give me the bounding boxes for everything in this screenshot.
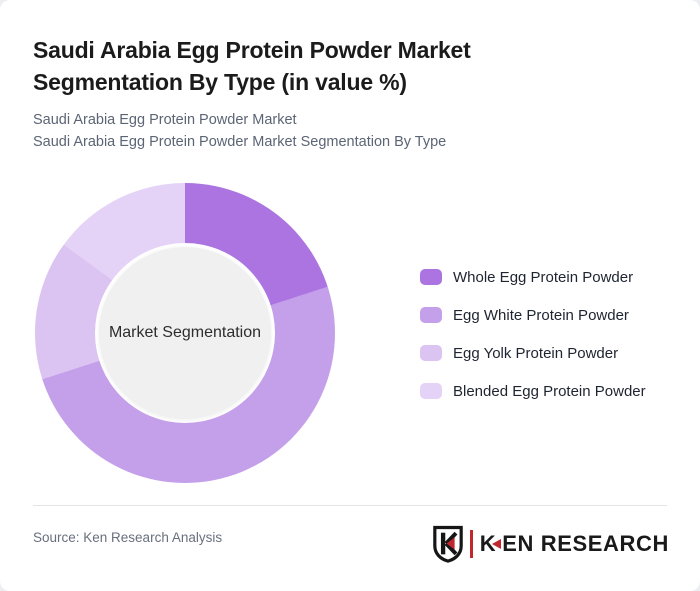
- legend-swatch-icon: [420, 269, 442, 285]
- logo-text-rest: EN RESEARCH: [502, 531, 669, 556]
- footer-divider: [33, 505, 667, 506]
- legend-label: Egg White Protein Powder: [453, 306, 629, 324]
- chart-subtitle-2: Saudi Arabia Egg Protein Powder Market S…: [33, 134, 447, 150]
- legend-swatch-icon: [420, 307, 442, 323]
- source-text: Source: Ken Research Analysis: [33, 530, 223, 545]
- logo-letter-k: K: [479, 531, 497, 556]
- logo-divider-bar: [470, 530, 473, 558]
- legend-item: Whole Egg Protein Powder: [420, 268, 646, 286]
- logo-red-triangle-icon: [492, 539, 502, 549]
- legend-label: Blended Egg Protein Powder: [453, 382, 646, 400]
- chart-subtitle-1: Saudi Arabia Egg Protein Powder Market: [33, 112, 297, 128]
- donut-center: Market Segmentation: [99, 247, 271, 419]
- legend-swatch-icon: [420, 345, 442, 361]
- legend-item: Blended Egg Protein Powder: [420, 382, 646, 400]
- page-title-line-2: Segmentation By Type (in value %): [33, 69, 407, 95]
- shield-k-icon: [433, 525, 464, 563]
- legend-swatch-icon: [420, 383, 442, 399]
- legend-item: Egg Yolk Protein Powder: [420, 344, 646, 362]
- chart-subtitles: Saudi Arabia Egg Protein Powder Market S…: [33, 109, 446, 153]
- ken-research-logo: K EN RESEARCH: [432, 525, 669, 563]
- donut-ring: Market Segmentation: [35, 183, 335, 483]
- chart-legend: Whole Egg Protein Powder Egg White Protei…: [420, 269, 646, 421]
- donut-chart: Market Segmentation: [35, 183, 335, 483]
- page-title-line-1: Saudi Arabia Egg Protein Powder Market: [33, 37, 471, 63]
- logo-wordmark: K EN RESEARCH: [480, 531, 669, 557]
- legend-label: Whole Egg Protein Powder: [453, 268, 634, 286]
- legend-item: Egg White Protein Powder: [420, 306, 646, 324]
- legend-label: Egg Yolk Protein Powder: [453, 344, 619, 362]
- donut-center-label: Market Segmentation: [108, 324, 262, 341]
- page-title: Saudi Arabia Egg Protein Powder Market S…: [33, 34, 613, 98]
